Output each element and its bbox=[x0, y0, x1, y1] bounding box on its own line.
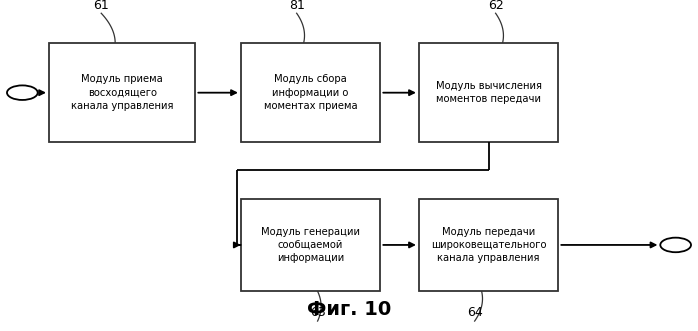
Circle shape bbox=[660, 238, 691, 252]
Text: Модуль передачи
широковещательного
канала управления: Модуль передачи широковещательного канал… bbox=[431, 227, 547, 263]
Text: 63: 63 bbox=[310, 307, 325, 319]
Text: Фиг. 10: Фиг. 10 bbox=[307, 301, 391, 319]
Bar bbox=[241, 199, 380, 291]
Bar bbox=[419, 199, 558, 291]
Text: Модуль генерации
сообщаемой
информации: Модуль генерации сообщаемой информации bbox=[261, 227, 360, 263]
Text: 62: 62 bbox=[488, 0, 503, 12]
Text: Модуль сбора
информации о
моментах приема: Модуль сбора информации о моментах прием… bbox=[264, 74, 357, 111]
Bar bbox=[241, 43, 380, 142]
Text: 64: 64 bbox=[467, 307, 482, 319]
Text: 81: 81 bbox=[289, 0, 304, 12]
Circle shape bbox=[7, 85, 38, 100]
Bar bbox=[419, 43, 558, 142]
Text: Модуль приема
восходящего
канала управления: Модуль приема восходящего канала управле… bbox=[71, 74, 173, 111]
Text: Модуль вычисления
моментов передачи: Модуль вычисления моментов передачи bbox=[436, 81, 542, 104]
Text: 61: 61 bbox=[94, 0, 109, 12]
Bar bbox=[49, 43, 195, 142]
